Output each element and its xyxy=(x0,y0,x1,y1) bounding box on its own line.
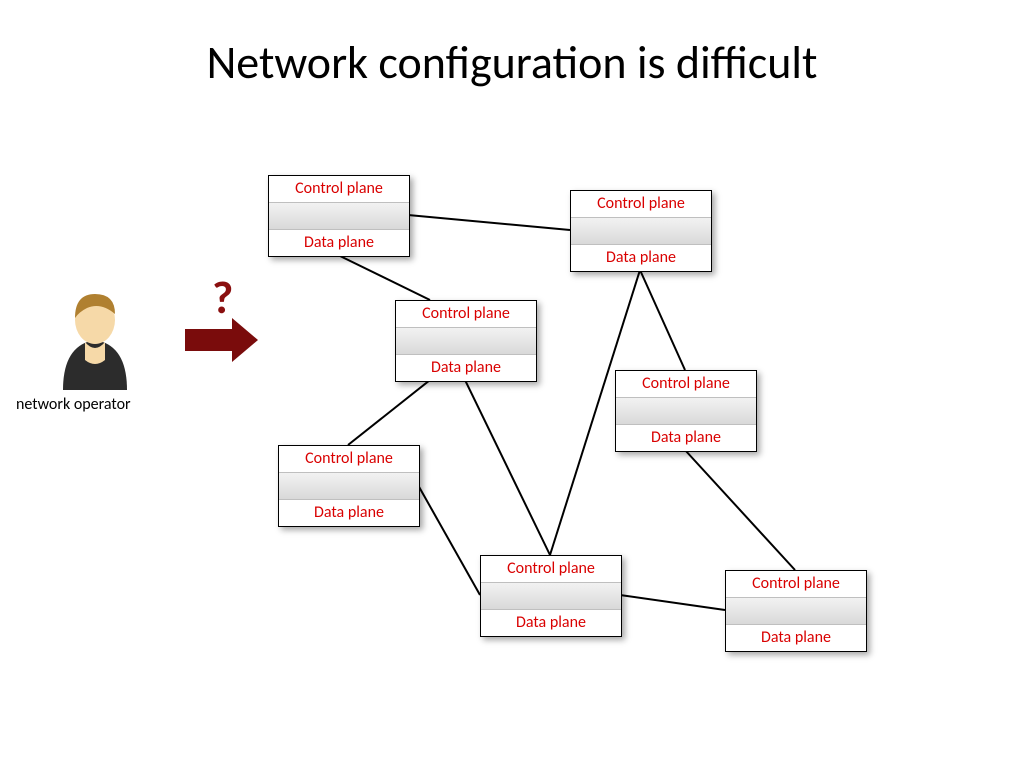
edge xyxy=(640,270,685,370)
edge xyxy=(418,485,480,595)
edge xyxy=(338,255,430,300)
data-plane-label: Data plane xyxy=(726,625,866,651)
data-plane-label: Data plane xyxy=(279,500,419,526)
control-plane-label: Control plane xyxy=(616,371,756,397)
control-plane-label: Control plane xyxy=(571,191,711,217)
control-plane-label: Control plane xyxy=(396,301,536,327)
router-node: Control plane Data plane xyxy=(725,570,867,652)
edge xyxy=(348,380,430,445)
router-midband xyxy=(279,472,419,500)
question-mark: ? xyxy=(212,270,233,326)
router-midband xyxy=(616,397,756,425)
router-midband xyxy=(396,327,536,355)
control-plane-label: Control plane xyxy=(279,446,419,472)
diagram-svg xyxy=(0,0,1024,768)
data-plane-label: Data plane xyxy=(396,355,536,381)
data-plane-label: Data plane xyxy=(269,230,409,256)
router-midband xyxy=(726,597,866,625)
control-plane-label: Control plane xyxy=(269,176,409,202)
router-midband xyxy=(481,582,621,610)
data-plane-label: Data plane xyxy=(571,245,711,271)
router-node: Control plane Data plane xyxy=(480,555,622,637)
edge xyxy=(465,380,550,555)
router-node: Control plane Data plane xyxy=(615,370,757,452)
edge xyxy=(685,450,795,570)
router-node: Control plane Data plane xyxy=(268,175,410,257)
control-plane-label: Control plane xyxy=(726,571,866,597)
data-plane-label: Data plane xyxy=(481,610,621,636)
data-plane-label: Data plane xyxy=(616,425,756,451)
router-midband xyxy=(269,202,409,230)
control-plane-label: Control plane xyxy=(481,556,621,582)
slide-stage: Network configuration is difficult Contr… xyxy=(0,0,1024,768)
router-node: Control plane Data plane xyxy=(278,445,420,527)
router-node: Control plane Data plane xyxy=(395,300,537,382)
router-node: Control plane Data plane xyxy=(570,190,712,272)
edge xyxy=(620,595,725,610)
operator-icon xyxy=(63,294,127,390)
router-midband xyxy=(571,217,711,245)
edge xyxy=(408,215,570,230)
